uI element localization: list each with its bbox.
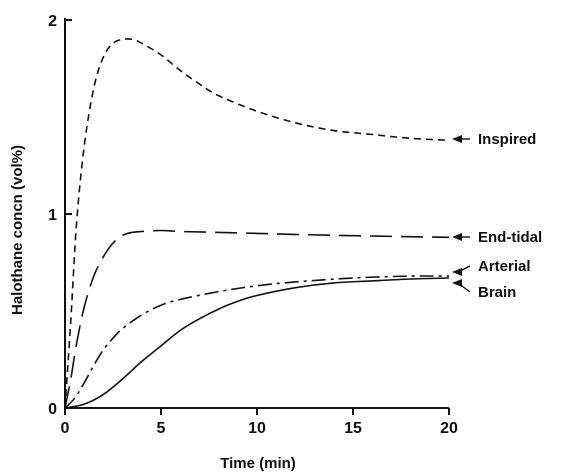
x-tick-label: 0 bbox=[61, 420, 70, 437]
y-tick-label: 2 bbox=[48, 13, 57, 30]
x-tick-label: 10 bbox=[248, 420, 266, 437]
arrowhead-inspired bbox=[452, 135, 462, 143]
arrowhead-end-tidal bbox=[452, 233, 462, 241]
label-inspired: Inspired bbox=[478, 131, 536, 148]
x-axis-label: Time (min) bbox=[220, 455, 296, 472]
label-brain: Brain bbox=[478, 284, 516, 301]
arrowhead-brain bbox=[452, 279, 462, 287]
arrowhead-arterial bbox=[452, 268, 462, 276]
curves bbox=[64, 38, 450, 409]
label-end-tidal: End-tidal bbox=[478, 229, 542, 246]
ticks: 0 5 10 15 20 0 1 2 bbox=[48, 13, 458, 437]
curve-arterial bbox=[64, 275, 450, 409]
label-arterial: Arterial bbox=[478, 258, 531, 275]
y-axis-label: Halothane concn (vol%) bbox=[9, 145, 26, 315]
curve-end-tidal bbox=[64, 229, 450, 409]
x-tick-label: 20 bbox=[440, 420, 458, 437]
curve-brain bbox=[64, 277, 450, 409]
y-tick-label: 0 bbox=[48, 401, 57, 418]
series-labels: Inspired End-tidal Arterial Brain bbox=[452, 131, 542, 301]
x-tick-label: 15 bbox=[344, 420, 362, 437]
x-tick-label: 5 bbox=[157, 420, 166, 437]
curve-inspired bbox=[64, 38, 450, 409]
y-tick-label: 1 bbox=[48, 207, 57, 224]
